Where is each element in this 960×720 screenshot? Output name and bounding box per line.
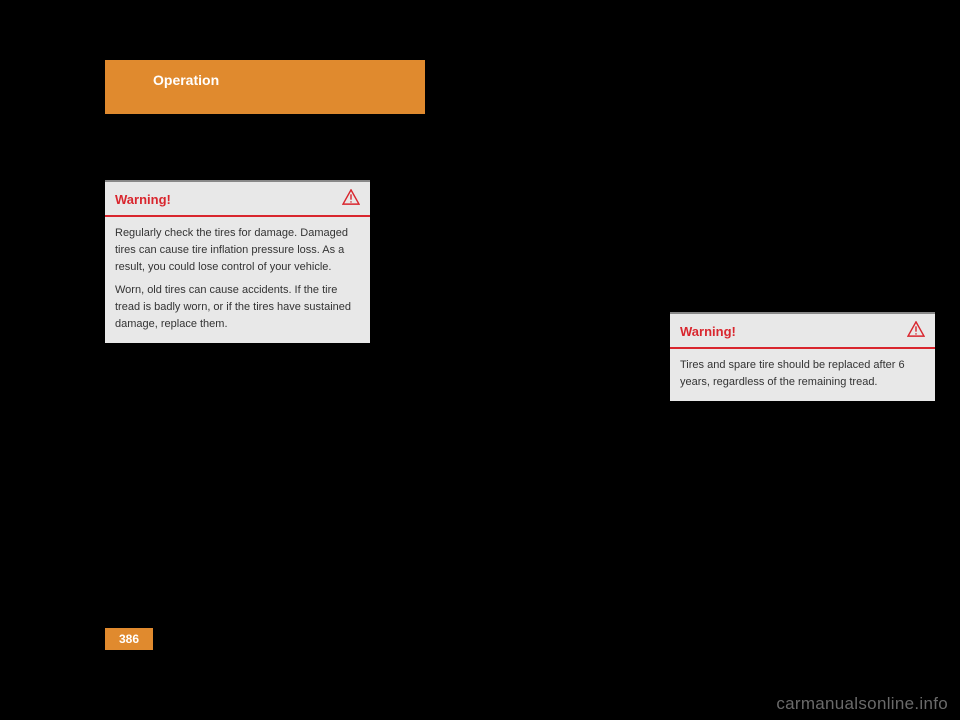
warning-paragraph: Regularly check the tires for damage. Da… (115, 225, 360, 276)
warning-body: Tires and spare tire should be replaced … (670, 349, 935, 401)
warning-box-tire-age: Warning! Tires and spare tire should be … (670, 312, 935, 401)
warning-body: Regularly check the tires for damage. Da… (105, 217, 370, 343)
warning-triangle-icon (907, 321, 925, 342)
warning-header: Warning! (105, 182, 370, 217)
section-title: Operation (153, 72, 219, 88)
watermark-text: carmanualsonline.info (776, 694, 948, 714)
warning-triangle-icon (342, 189, 360, 210)
manual-page: Operation Warning! Regularly check the t… (40, 40, 920, 680)
page-number-bar: 386 (105, 628, 153, 650)
warning-paragraph: Tires and spare tire should be replaced … (680, 357, 925, 391)
warning-paragraph: Worn, old tires can cause accidents. If … (115, 282, 360, 333)
warning-box-tire-damage: Warning! Regularly check the tires for d… (105, 180, 370, 343)
warning-header: Warning! (670, 314, 935, 349)
warning-label: Warning! (680, 324, 736, 339)
warning-label: Warning! (115, 192, 171, 207)
section-header-bar: Operation (105, 60, 425, 114)
page-number: 386 (119, 632, 139, 646)
